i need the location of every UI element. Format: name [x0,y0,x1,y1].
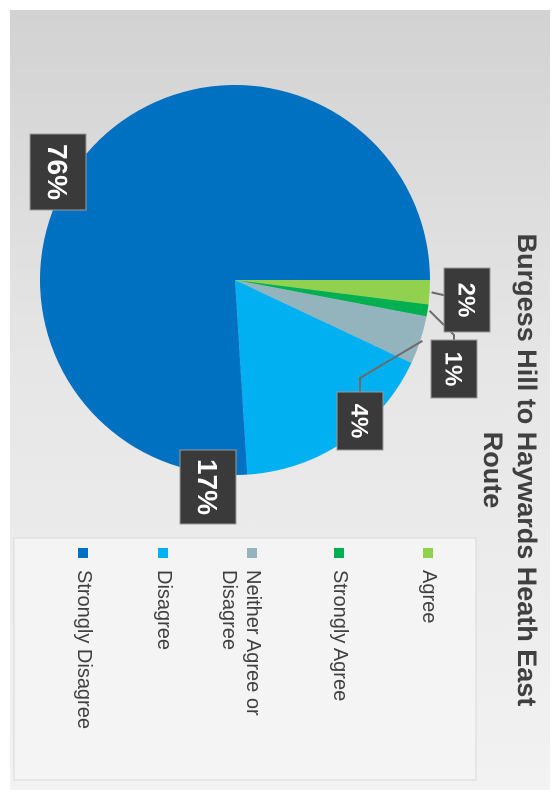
chart-title-line-2: Route [478,432,508,509]
legend-swatch-agree [423,548,433,558]
legend-label-disagree: Disagree [153,570,175,650]
pie-slice-agree [235,280,430,305]
chart-title-line-1: Burgess Hill to Haywards Heath East [512,234,542,707]
data-label-disagree: 17% [179,449,237,525]
legend-label-strongly-agree: Strongly Agree [329,570,351,701]
data-label-strongly-disagree: 76% [29,133,87,211]
chart-canvas: Burgess Hill to Haywards Heath East Rout… [10,10,550,790]
legend-swatch-disagree [158,548,168,558]
legend-swatch-strongly-disagree [78,548,88,558]
legend-swatch-neither [247,548,257,558]
pie-slice-disagree [235,280,412,475]
pie-slice-strongly-agree [235,280,429,317]
pie-slice-neither [235,280,427,364]
svg-text:76%: 76% [42,144,73,200]
legend-item-strongly-agree: Strongly Agree [329,548,351,701]
legend-box [13,537,477,781]
svg-text:1%: 1% [439,352,466,387]
legend-label-agree: Agree [418,570,440,623]
legend-label-neither: Neither Agree or [242,570,264,716]
svg-text:2%: 2% [452,283,479,318]
legend-swatch-strongly-agree [334,548,344,558]
data-labels: 2% 1% 4% 17% 76% [29,133,491,525]
legend-item-disagree: Disagree [153,548,175,650]
data-label-agree: 2% [443,267,491,333]
data-label-strongly-agree: 1% [430,339,478,399]
pie-slices [40,85,430,476]
legend-label-neither: Disagree [218,570,240,650]
svg-text:17%: 17% [192,459,223,515]
legend-item-strongly-disagree: Strongly Disagree [73,548,95,729]
legend-label-strongly-disagree: Strongly Disagree [73,570,95,729]
pie-slice-strongly-disagree [40,85,430,476]
svg-text:4%: 4% [345,404,372,439]
data-label-neither: 4% [336,391,384,451]
pie-chart: Burgess Hill to Haywards Heath East Rout… [13,85,542,781]
legend-item-agree: Agree [418,548,440,623]
